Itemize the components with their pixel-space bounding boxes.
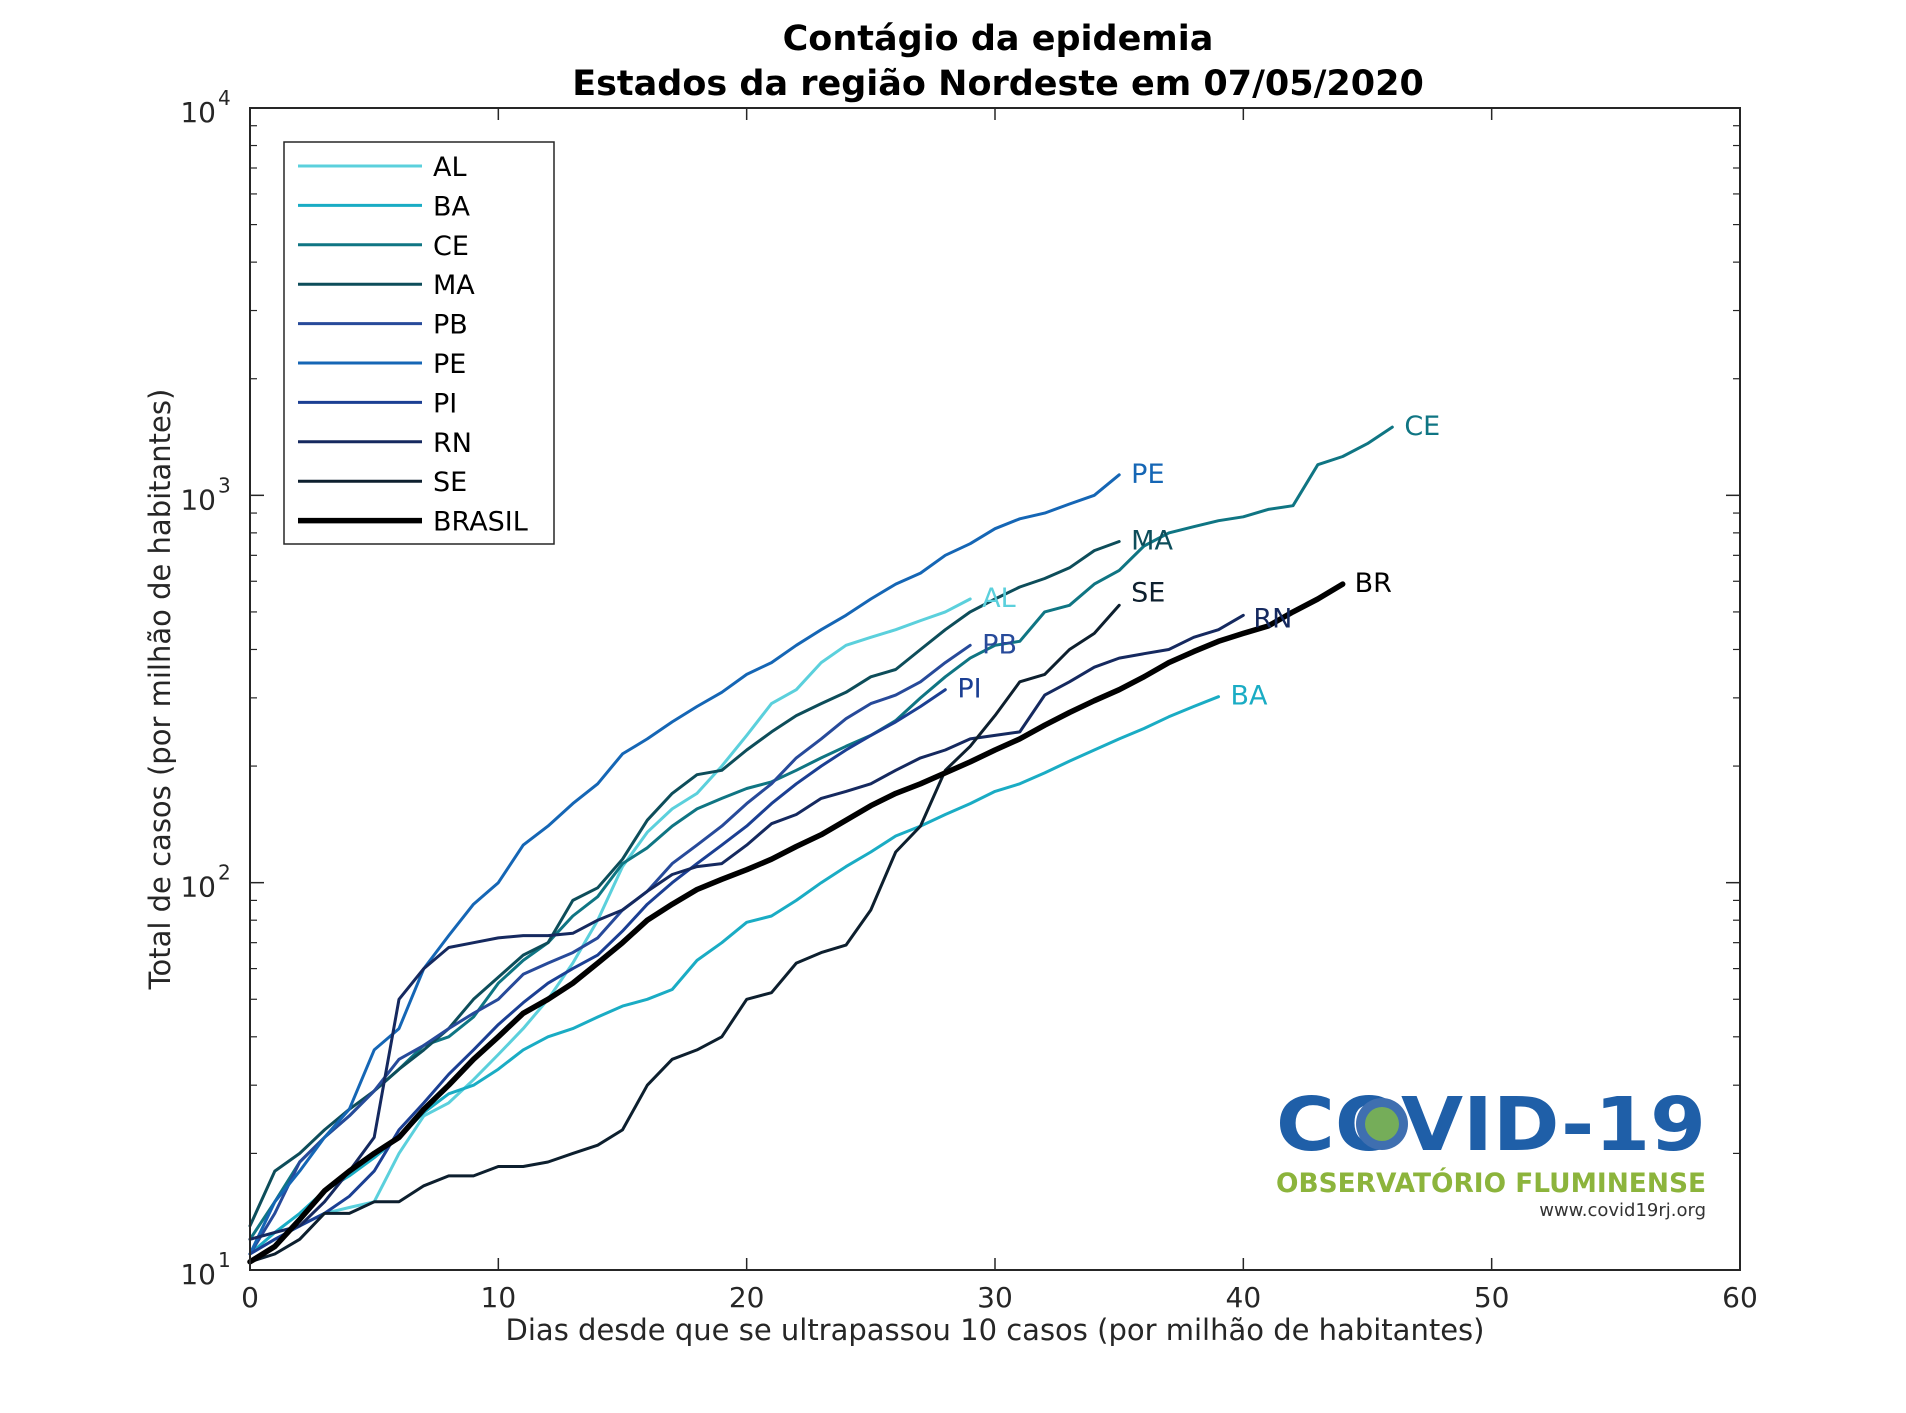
legend-box <box>283 141 555 545</box>
x-tick-label: 20 <box>729 1281 765 1314</box>
y-tick-exponent: 1 <box>218 1248 231 1272</box>
y-tick-base: 10 <box>180 483 216 516</box>
x-tick-label: 10 <box>481 1281 517 1314</box>
legend-label-brasil: BRASIL <box>433 507 528 538</box>
y-tick-label: 10 2 <box>180 861 230 904</box>
legend-label-pi: PI <box>433 388 457 419</box>
y-tick-label: 10 3 <box>180 473 230 516</box>
series-line-se <box>248 603 1121 1264</box>
chart-title: Contágio da epidemia <box>783 19 1214 59</box>
legend-label-se: SE <box>433 467 467 498</box>
series-end-label-pe: PE <box>1131 459 1164 490</box>
chart-subtitle: Estados da região Nordeste em 07/05/2020 <box>572 64 1424 104</box>
legend-label-pb: PB <box>433 310 468 341</box>
legend: AL BA CE MA PB PE PI RN SE BRASIL <box>283 141 555 545</box>
series-end-label-ce: CE <box>1404 411 1440 442</box>
logo-title: COVID-19 <box>1276 1082 1706 1168</box>
plot-frame <box>249 107 1741 1271</box>
x-tick-label: 30 <box>977 1281 1013 1314</box>
legend-label-al: AL <box>433 152 467 183</box>
logo-url: www.covid19rj.org <box>1539 1200 1706 1221</box>
y-tick-exponent: 4 <box>218 86 231 110</box>
x-tick-label: 40 <box>1226 1281 1262 1314</box>
logo-subtitle: OBSERVATÓRIO FLUMINENSE <box>1276 1167 1706 1199</box>
series-line-brasil <box>247 581 1346 1265</box>
y-tick-label: 10 4 <box>180 86 230 129</box>
legend-label-rn: RN <box>433 428 472 459</box>
x-tick-label: 0 <box>241 1281 259 1314</box>
series-end-label-se: SE <box>1131 577 1165 608</box>
series-line-pe <box>248 473 1121 1256</box>
x-axis-label: Dias desde que se ultrapassou 10 casos (… <box>506 1313 1485 1347</box>
series-line-pi <box>248 688 947 1256</box>
series-end-label-brasil: BR <box>1355 568 1392 599</box>
y-axis-label: Total de casos (por milhão de habitantes… <box>143 389 177 991</box>
series-end-labels: AL BA CE MA PB PE PI RN SE BR <box>957 411 1440 712</box>
x-tick-labels: 0 10 20 30 40 50 60 <box>241 1281 1758 1314</box>
y-tick-base: 10 <box>180 96 216 129</box>
legend-label-ma: MA <box>433 270 475 301</box>
legend-label-pe: PE <box>433 349 466 380</box>
x-tick-label: 50 <box>1474 1281 1510 1314</box>
series-end-label-rn: RN <box>1253 603 1292 634</box>
series-end-label-al: AL <box>982 583 1016 614</box>
series-line-ma <box>248 540 1121 1228</box>
series-layer <box>247 425 1394 1265</box>
y-tick-label: 10 1 <box>180 1248 230 1291</box>
legend-label-ba: BA <box>433 191 471 222</box>
series-line-pb <box>248 643 972 1256</box>
y-tick-base: 10 <box>180 871 216 904</box>
legend-label-ce: CE <box>433 231 469 262</box>
x-tick-label: 60 <box>1722 1281 1758 1314</box>
axis-ticks <box>249 107 1741 1271</box>
covid19-logo: COVID-19 OBSERVATÓRIO FLUMINENSE www.cov… <box>1276 1082 1706 1221</box>
series-end-label-pi: PI <box>957 674 981 705</box>
series-line-rn <box>248 613 1245 1241</box>
series-end-label-ma: MA <box>1131 525 1173 556</box>
y-tick-base: 10 <box>180 1258 216 1291</box>
virus-core-icon <box>1365 1107 1399 1141</box>
y-tick-exponent: 2 <box>218 861 231 885</box>
series-line-ce <box>248 425 1394 1241</box>
y-tick-exponent: 3 <box>218 473 231 497</box>
series-end-label-pb: PB <box>982 629 1017 660</box>
series-end-label-ba: BA <box>1231 681 1269 712</box>
